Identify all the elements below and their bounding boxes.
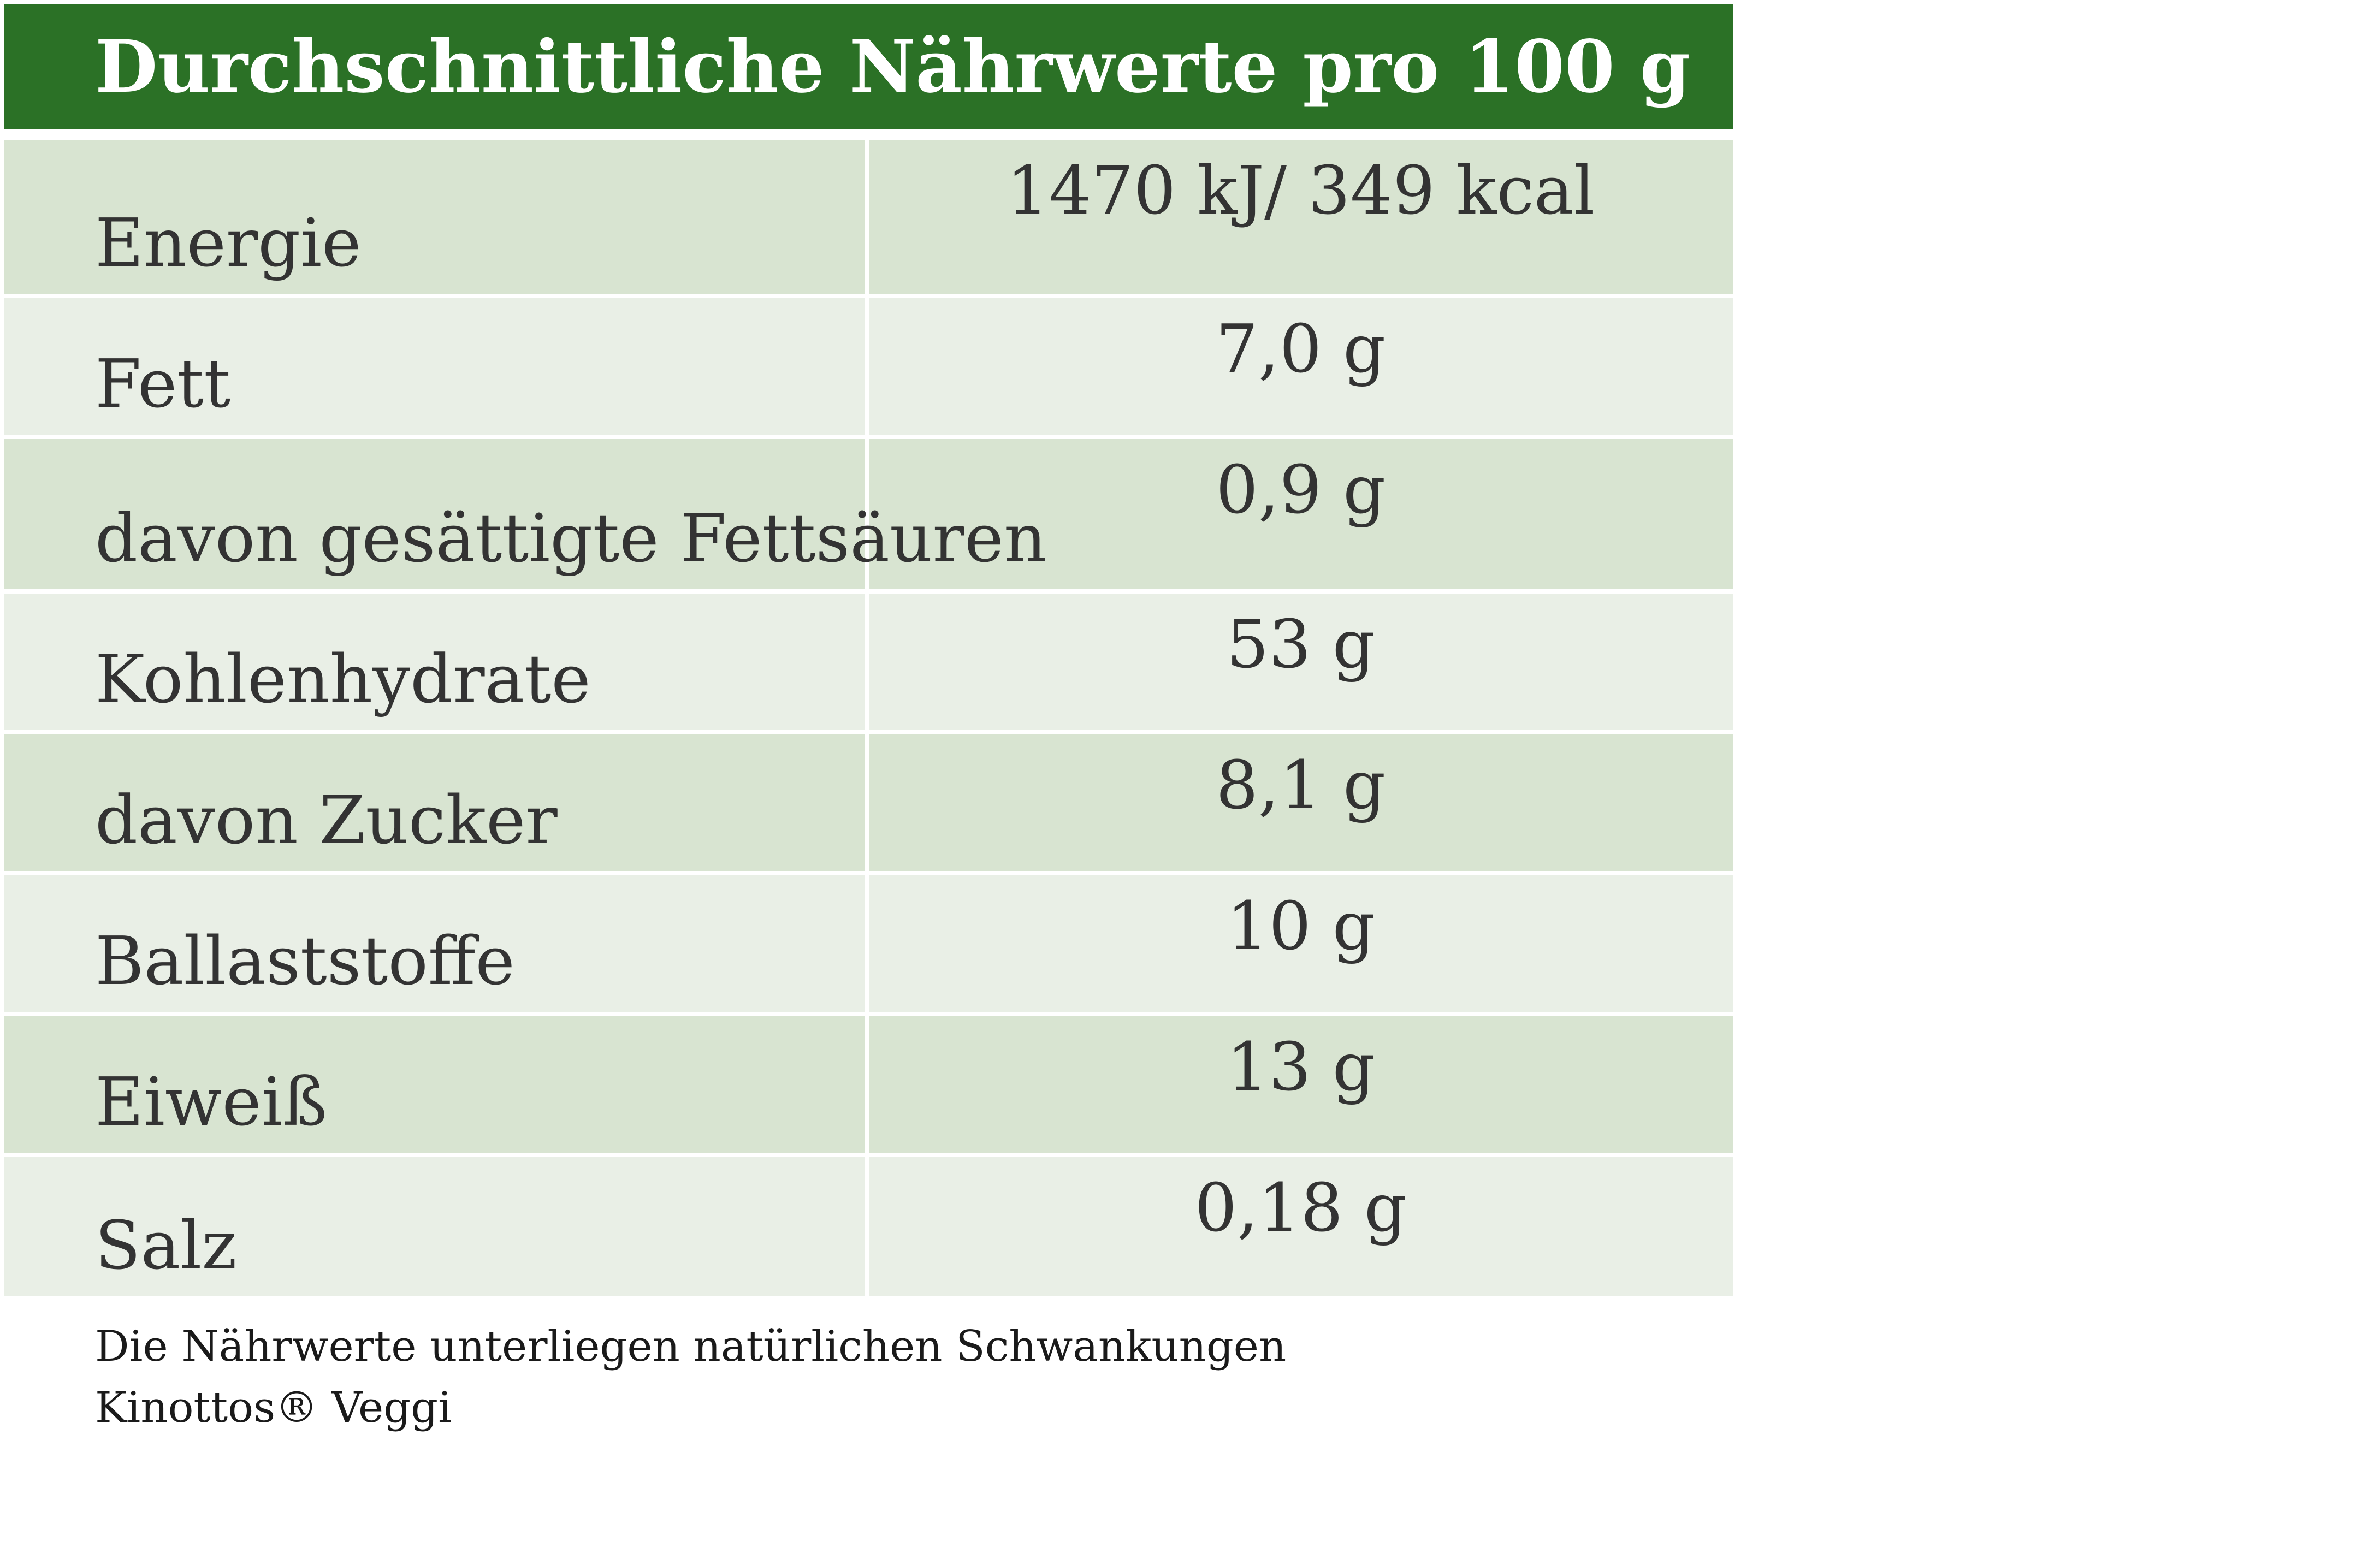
nutrient-name: Ballaststoffe xyxy=(4,875,869,1016)
table-row-energie: Energie 1470 kJ/ 349 kcal xyxy=(4,140,1733,298)
nutrient-value: 13 g xyxy=(868,1016,1733,1157)
nutrient-name: Energie xyxy=(4,140,869,298)
nutrient-value: 10 g xyxy=(868,875,1733,1016)
table-row-gesaettigte-fettsaeuren: davon gesättigte Fettsäuren 0,9 g xyxy=(4,439,1733,594)
table-row-zucker: davon Zucker 8,1 g xyxy=(4,734,1733,875)
nutrient-name: Fett xyxy=(4,298,869,439)
footnote-product-name: Kinottos® Veggi xyxy=(95,1383,452,1432)
table-title: Durchschnittliche Nährwerte pro 100 g xyxy=(4,4,1733,140)
table-row-salz: Salz 0,18 g xyxy=(4,1157,1733,1296)
nutrition-table: Durchschnittliche Nährwerte pro 100 g En… xyxy=(4,4,1733,1296)
nutrient-value: 7,0 g xyxy=(868,298,1733,439)
nutrient-value: 8,1 g xyxy=(868,734,1733,875)
nutrient-name: Kohlenhydrate xyxy=(4,594,869,734)
nutrient-name: davon gesättigte Fettsäuren xyxy=(4,439,1047,594)
nutrient-name: davon Zucker xyxy=(4,734,869,875)
nutrient-value: 53 g xyxy=(868,594,1733,734)
nutrient-value: 0,18 g xyxy=(868,1157,1733,1296)
nutrient-value: 1470 kJ/ 349 kcal xyxy=(868,140,1733,298)
table-row-eiweiss: Eiweiß 13 g xyxy=(4,1016,1733,1157)
table-row-kohlenhydrate: Kohlenhydrate 53 g xyxy=(4,594,1733,734)
footnote-disclaimer: Die Nährwerte unterliegen natürlichen Sc… xyxy=(95,1322,1287,1371)
nutrient-value: 0,9 g xyxy=(868,439,1733,594)
nutrient-name: Salz xyxy=(4,1157,869,1296)
table-row-fett: Fett 7,0 g xyxy=(4,298,1733,439)
table-row-ballaststoffe: Ballaststoffe 10 g xyxy=(4,875,1733,1016)
header-row: Durchschnittliche Nährwerte pro 100 g xyxy=(4,4,1733,140)
nutrient-name: Eiweiß xyxy=(4,1016,869,1157)
footnote: Die Nährwerte unterliegen natürlichen Sc… xyxy=(95,1316,1286,1438)
